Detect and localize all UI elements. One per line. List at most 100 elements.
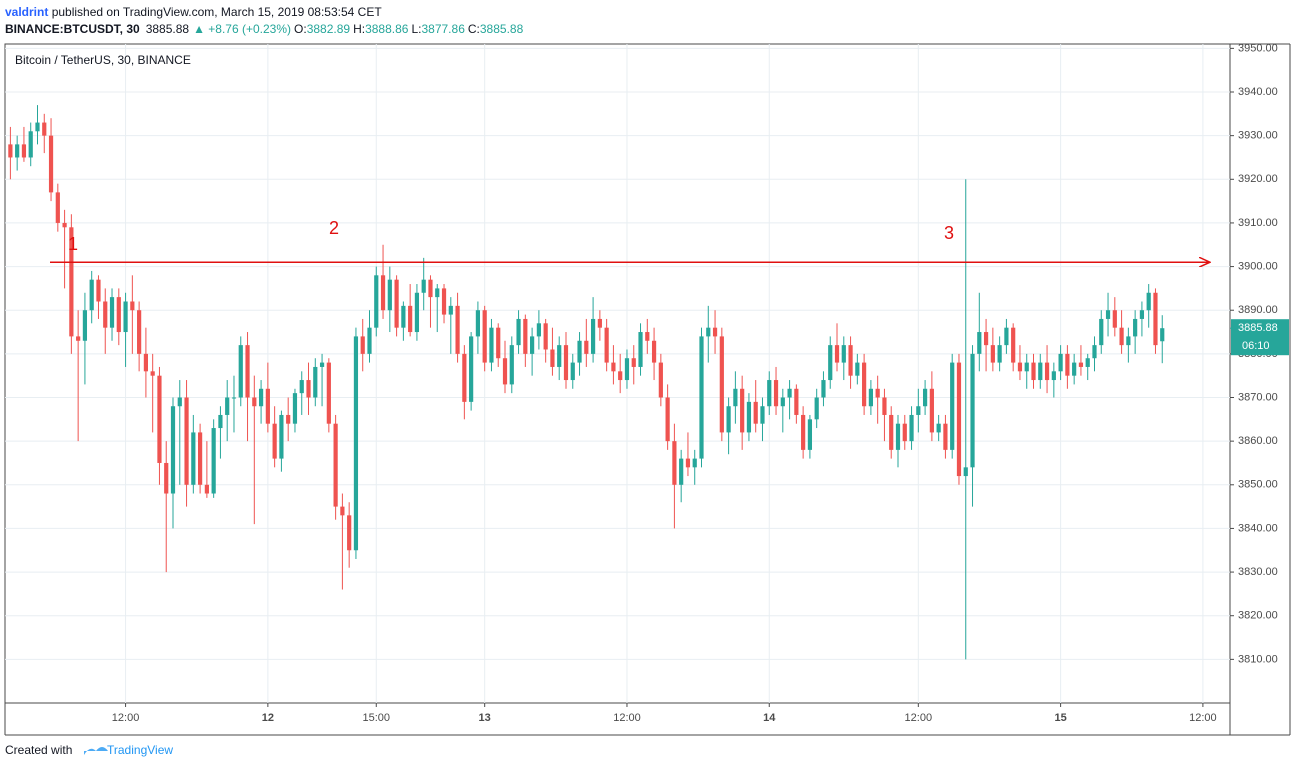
candle-body	[950, 362, 955, 450]
candle-body	[455, 305, 460, 354]
candle-body	[360, 336, 365, 354]
candle-body	[21, 144, 27, 158]
candle-body	[421, 279, 426, 293]
candle-body	[1017, 362, 1023, 372]
candle-body	[435, 288, 440, 298]
candle-body	[855, 362, 860, 376]
candle-body	[150, 371, 155, 376]
candle-body	[624, 358, 630, 381]
y-tick-label: 3890.00	[1238, 304, 1278, 316]
candle-body	[191, 432, 196, 485]
candle-body	[1139, 310, 1145, 319]
candle-body	[983, 332, 989, 346]
candle-body	[1085, 358, 1090, 367]
candle-body	[821, 380, 826, 398]
candle-body	[536, 323, 541, 337]
candle-body	[231, 397, 237, 399]
candle-body	[841, 345, 846, 363]
candle-body	[1072, 362, 1077, 376]
x-tick-label: 12:00	[905, 712, 933, 724]
candle-body	[807, 419, 813, 450]
candle-body	[557, 345, 562, 367]
candle-body	[89, 279, 94, 311]
candle-body	[530, 336, 535, 354]
x-tick-label: 15	[1054, 712, 1066, 724]
candle-body	[489, 327, 494, 363]
candle-body	[970, 353, 975, 468]
candle-body	[645, 332, 650, 341]
candle-body	[448, 305, 453, 315]
ohlc-label: O:	[294, 22, 307, 36]
candle-body	[225, 397, 230, 415]
candle-body	[475, 310, 481, 337]
candle-body	[631, 358, 636, 367]
candle-body	[55, 192, 60, 223]
candle-body	[380, 275, 386, 311]
candle-body	[719, 336, 724, 433]
candle-body	[198, 432, 203, 485]
candle-body	[69, 227, 74, 337]
candle-body	[143, 353, 149, 372]
candle-body	[672, 441, 677, 485]
ohlc-label: L:	[411, 22, 421, 36]
candle-body	[1011, 327, 1016, 363]
candle-body	[502, 358, 508, 385]
candle-body	[137, 310, 142, 354]
ohlc-value: 3885.88	[480, 22, 524, 36]
candle-body	[665, 397, 670, 442]
candle-body	[760, 406, 765, 424]
candle-body	[895, 423, 901, 450]
x-tick-label: 12	[262, 712, 274, 724]
ohlc-value: 3877.86	[421, 22, 465, 36]
candle-body	[374, 275, 379, 328]
candle-body	[773, 380, 779, 407]
ohlc-value: 3882.89	[307, 22, 351, 36]
y-tick-label: 3860.00	[1238, 435, 1278, 447]
footer-brand: TradingView	[107, 743, 173, 757]
candle-body	[35, 122, 40, 132]
candle-body	[1024, 362, 1029, 372]
candle-body	[279, 414, 284, 459]
candle-body	[814, 397, 819, 420]
candle-body	[990, 345, 995, 363]
candle-body	[780, 397, 785, 407]
candle-body	[1078, 362, 1084, 367]
candle-body	[997, 345, 1002, 363]
y-tick-label: 3820.00	[1238, 610, 1278, 622]
candle-body	[604, 327, 609, 363]
candle-body	[733, 388, 738, 407]
price-tag-label: 3885.88	[1238, 322, 1278, 334]
author: valdrint	[5, 5, 48, 19]
candle-body	[916, 406, 921, 415]
candle-body	[550, 349, 555, 367]
candle-body	[706, 327, 711, 337]
candle-body	[1146, 292, 1151, 311]
x-tick-label: 12:00	[1189, 712, 1217, 724]
y-tick-label: 3840.00	[1238, 522, 1278, 534]
candle-body	[347, 515, 352, 551]
candle-body	[252, 397, 257, 407]
candle-body	[204, 484, 209, 494]
candle-body	[123, 301, 128, 333]
candle-body	[909, 414, 914, 442]
published: published on TradingView.com, March 15, …	[52, 5, 383, 19]
candle-body	[1038, 362, 1043, 381]
y-tick-label: 3910.00	[1238, 217, 1278, 229]
candle-body	[238, 345, 243, 398]
candle-body	[875, 388, 880, 398]
candle-body	[1126, 336, 1131, 346]
candle-body	[8, 144, 13, 158]
candle-body	[685, 458, 691, 468]
footer-logo	[84, 747, 108, 755]
chart-legend: Bitcoin / TetherUS, 30, BINANCE	[15, 53, 191, 67]
candle-body	[794, 388, 799, 415]
candle-body	[82, 310, 88, 341]
candle-body	[712, 327, 718, 337]
candle-body	[286, 414, 291, 424]
candle-body	[42, 122, 47, 136]
candle-body	[577, 340, 582, 363]
candle-body	[340, 506, 345, 516]
symbol-line: BINANCE:BTCUSDT, 30 3885.88 ▲ +8.76 (+0.23…	[5, 22, 524, 36]
